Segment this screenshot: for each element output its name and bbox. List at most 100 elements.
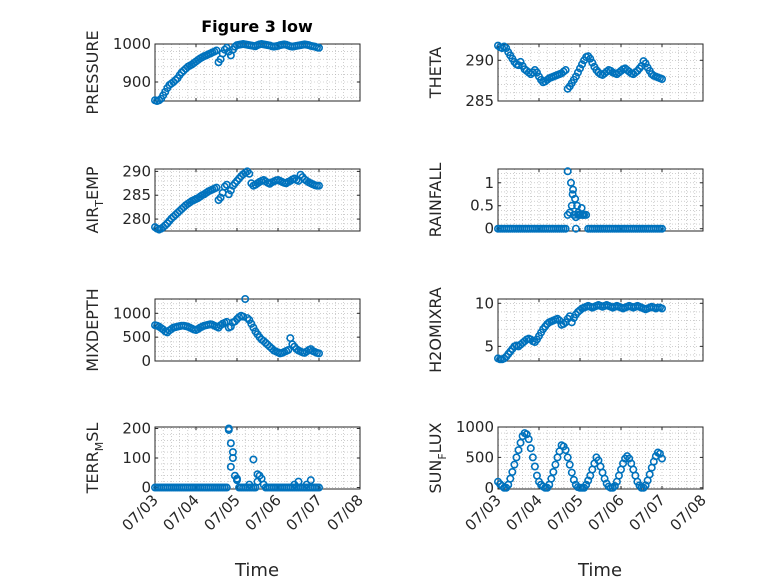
- data-point: [563, 167, 572, 176]
- data-point: [508, 467, 517, 476]
- data-point: [245, 480, 254, 489]
- y-tick-label: 0: [141, 352, 151, 370]
- data-point: [294, 477, 303, 486]
- data-point: [657, 224, 666, 233]
- y-axis-label-part: SUN: [426, 460, 445, 494]
- y-axis-label: H2OMIXRA: [426, 287, 445, 373]
- y-tick-label: 10: [475, 294, 494, 312]
- data-point: [249, 455, 258, 464]
- x-tick-label: 07/04: [503, 491, 546, 534]
- subplot-3: 280 285 290 AIRTEMP: [83, 162, 361, 234]
- y-tick-label: 1000: [113, 304, 151, 322]
- data-point: [502, 44, 511, 53]
- y-axis-label: THETA: [426, 47, 445, 99]
- axes-box: [497, 426, 704, 490]
- data-point: [512, 453, 521, 462]
- y-axis-label-part: SL: [83, 423, 102, 442]
- axes-box: [154, 168, 361, 232]
- data-point: [516, 57, 525, 66]
- y-tick-label: 0: [484, 220, 494, 238]
- y-tick-label: 0.5: [470, 197, 494, 215]
- axes-box: [497, 298, 704, 362]
- data-point: [245, 169, 254, 178]
- data-point: [220, 45, 229, 54]
- y-tick-label: 1: [484, 174, 494, 192]
- y-tick-label: 900: [122, 73, 151, 91]
- data-point: [547, 474, 556, 483]
- data-point: [571, 72, 580, 81]
- data-point: [563, 453, 572, 462]
- data-point: [575, 64, 584, 73]
- data-point: [559, 319, 568, 328]
- x-tick-label: 07/08: [324, 491, 367, 534]
- data-point: [314, 483, 323, 492]
- data-point: [641, 59, 650, 68]
- x-tick-label: 07/05: [201, 491, 244, 534]
- data-point: [567, 318, 576, 327]
- data-point: [222, 483, 231, 492]
- subplot-4: 0 0.5 1 RAINFALL: [426, 163, 704, 238]
- data-point: [526, 444, 535, 453]
- y-axis-label-part: TERR: [83, 451, 102, 494]
- y-tick-label: 1000: [456, 418, 494, 436]
- y-axis-label-subscript: F: [436, 453, 449, 459]
- y-tick-label: 200: [122, 419, 151, 437]
- data-point: [506, 474, 515, 483]
- y-tick-label: 0: [484, 479, 494, 497]
- data-point: [551, 460, 560, 469]
- data-point: [226, 439, 235, 448]
- data-point: [530, 462, 539, 471]
- data-point: [608, 483, 617, 492]
- data-point: [220, 182, 229, 191]
- data-point: [233, 476, 242, 485]
- y-axis-label: TERRMSL: [83, 423, 106, 495]
- subplot-6: 5 10 H2OMIXRA: [426, 287, 704, 373]
- data-point: [241, 294, 250, 303]
- y-axis-label-part: AIR: [83, 207, 102, 234]
- data-point: [161, 221, 170, 230]
- data-point: [578, 60, 587, 69]
- data-point: [561, 66, 570, 75]
- subplot-2: 285 290 THETA: [426, 41, 704, 110]
- y-tick-label: 280: [122, 210, 151, 228]
- figure-title: Figure 3 low: [201, 17, 313, 36]
- y-axis-label-subscript: T: [93, 200, 106, 208]
- x-axis-label-right: Time: [577, 560, 622, 581]
- data-point: [226, 322, 235, 331]
- y-tick-label: 285: [122, 186, 151, 204]
- data-point: [239, 312, 248, 321]
- data-point: [314, 181, 323, 190]
- data-point: [569, 185, 578, 194]
- data-point: [314, 43, 323, 52]
- x-tick-label: 07/04: [160, 491, 203, 534]
- data-point: [588, 58, 597, 67]
- data-point: [577, 204, 586, 213]
- data-point: [553, 314, 562, 323]
- data-point: [510, 460, 519, 469]
- data-point: [586, 54, 595, 63]
- axes-box: [497, 43, 704, 102]
- y-tick-label: 290: [465, 51, 494, 69]
- x-tick-label: 07/06: [585, 491, 628, 534]
- y-axis-label: PRESSURE: [83, 30, 102, 114]
- y-tick-label: 285: [465, 92, 494, 110]
- data-point: [566, 178, 575, 187]
- data-point: [573, 68, 582, 77]
- data-point: [226, 462, 235, 471]
- subplot-1: 900 1000 PRESSURE: [83, 30, 361, 115]
- subplot-5: 0 500 1000 MIXDEPTH: [83, 288, 361, 372]
- y-tick-label: 290: [122, 162, 151, 180]
- axes-box: [154, 298, 361, 362]
- data-point: [657, 75, 666, 84]
- y-axis-label: SUNFLUX: [426, 422, 449, 493]
- data-point: [284, 346, 293, 355]
- x-axis-label-left: Time: [234, 560, 279, 581]
- data-point: [565, 460, 574, 469]
- data-point: [516, 438, 525, 447]
- y-axis-label-part: EMP: [83, 166, 102, 200]
- data-point: [567, 468, 576, 477]
